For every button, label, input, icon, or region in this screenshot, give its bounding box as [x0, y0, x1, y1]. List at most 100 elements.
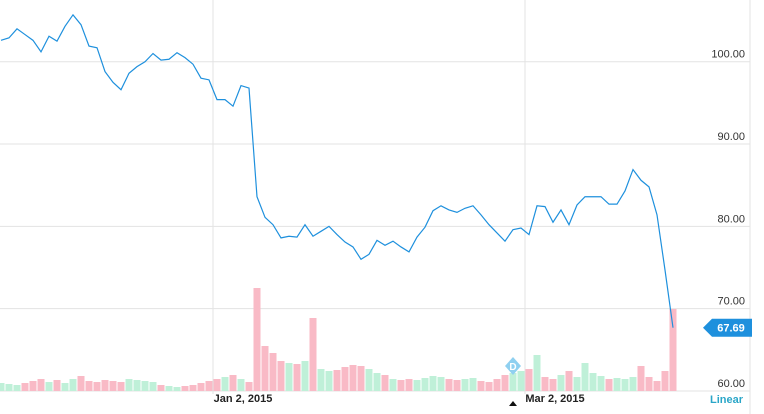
volume-bar — [117, 382, 125, 391]
volume-bar — [613, 378, 621, 391]
x-tick-label: Jan 2, 2015 — [214, 393, 273, 405]
scale-toggle[interactable]: Linear — [710, 394, 744, 406]
volume-bar — [213, 379, 221, 391]
volume-bar — [101, 380, 109, 391]
volume-bar — [69, 379, 77, 391]
volume-bar — [85, 381, 93, 391]
volume-bar — [261, 346, 269, 391]
volume-bar — [429, 376, 437, 391]
volume-bar — [461, 379, 469, 391]
volume-bar — [389, 379, 397, 391]
last-price-tag — [703, 318, 752, 337]
volume-bar — [141, 381, 149, 391]
volume-bar — [93, 382, 101, 391]
volume-bar — [189, 385, 197, 391]
volume-bar — [485, 382, 493, 391]
volume-bar — [581, 363, 589, 391]
volume-bar — [229, 375, 237, 391]
volume-bar — [13, 385, 21, 391]
volume-bar — [565, 371, 573, 391]
volume-bar — [45, 382, 53, 391]
volume-bar — [589, 373, 597, 391]
volume-bar — [469, 378, 477, 391]
volume-bar — [149, 382, 157, 391]
volume-bar — [365, 369, 373, 391]
volume-bar — [333, 370, 341, 391]
y-tick-label: 90.00 — [717, 131, 745, 143]
volume-bar — [653, 381, 661, 391]
volume-bar — [157, 385, 165, 391]
volume-bar — [285, 363, 293, 391]
volume-bar — [557, 375, 565, 391]
volume-bar — [309, 318, 317, 391]
volume-bar — [453, 380, 461, 391]
volume-bar — [661, 371, 669, 391]
y-tick-label: 70.00 — [717, 296, 745, 308]
volume-bar — [501, 375, 509, 391]
volume-bar — [125, 379, 133, 391]
volume-bar — [549, 379, 557, 391]
volume-bar — [53, 380, 61, 391]
x-tick-label: Mar 2, 2015 — [525, 393, 584, 405]
volume-bar — [253, 288, 261, 391]
volume-bar — [77, 376, 85, 391]
volume-bar — [629, 377, 637, 391]
volume-bar — [597, 376, 605, 391]
volume-bar — [349, 365, 357, 391]
volume-bar — [381, 375, 389, 391]
volume-bar — [197, 383, 205, 391]
y-tick-label: 100.00 — [711, 49, 745, 61]
volume-bar — [133, 380, 141, 391]
volume-bar — [605, 379, 613, 391]
last-price-label: 67.69 — [717, 323, 745, 335]
volume-bar — [165, 386, 173, 391]
volume-bar — [357, 366, 365, 391]
volume-bar — [477, 381, 485, 391]
volume-bar — [541, 377, 549, 391]
volume-bar — [37, 379, 45, 391]
volume-bar — [493, 379, 501, 391]
volume-bar — [637, 366, 645, 391]
volume-bar — [413, 380, 421, 391]
volume-bar — [277, 361, 285, 391]
volume-bar — [573, 377, 581, 391]
y-tick-label: 60.00 — [717, 378, 745, 390]
volume-bar — [221, 377, 229, 391]
volume-bar — [293, 364, 301, 391]
volume-bar — [397, 380, 405, 391]
volume-bar — [109, 381, 117, 391]
price-line — [0, 13, 674, 328]
volume-bar — [517, 371, 525, 391]
volume-bar — [405, 379, 413, 391]
y-tick-label: 80.00 — [717, 213, 745, 225]
volume-bar — [245, 382, 253, 391]
volume-bar — [669, 309, 677, 391]
volume-bar — [29, 381, 37, 391]
volume-bar — [325, 371, 333, 391]
volume-bar — [421, 378, 429, 391]
volume-bar — [341, 367, 349, 391]
volume-bar — [373, 373, 381, 391]
volume-bar — [269, 353, 277, 391]
event-marker — [505, 357, 521, 375]
volume-bar — [21, 383, 29, 391]
volume-bar — [181, 386, 189, 391]
volume-bar — [0, 383, 5, 391]
volume-bar — [205, 381, 213, 391]
volume-bar — [525, 369, 533, 391]
volume-bar — [173, 387, 181, 391]
volume-bar — [533, 355, 541, 391]
volume-bar — [317, 369, 325, 391]
volume-bar — [237, 379, 245, 391]
event-pointer — [509, 401, 517, 406]
volume-bar — [301, 361, 309, 391]
volume-bar — [5, 384, 13, 391]
volume-bar — [437, 377, 445, 391]
volume-bar — [509, 373, 517, 391]
volume-bar — [645, 377, 653, 391]
volume-bar — [445, 379, 453, 391]
volume-bar — [61, 383, 69, 391]
event-label: D — [509, 362, 516, 373]
volume-bar — [621, 379, 629, 391]
